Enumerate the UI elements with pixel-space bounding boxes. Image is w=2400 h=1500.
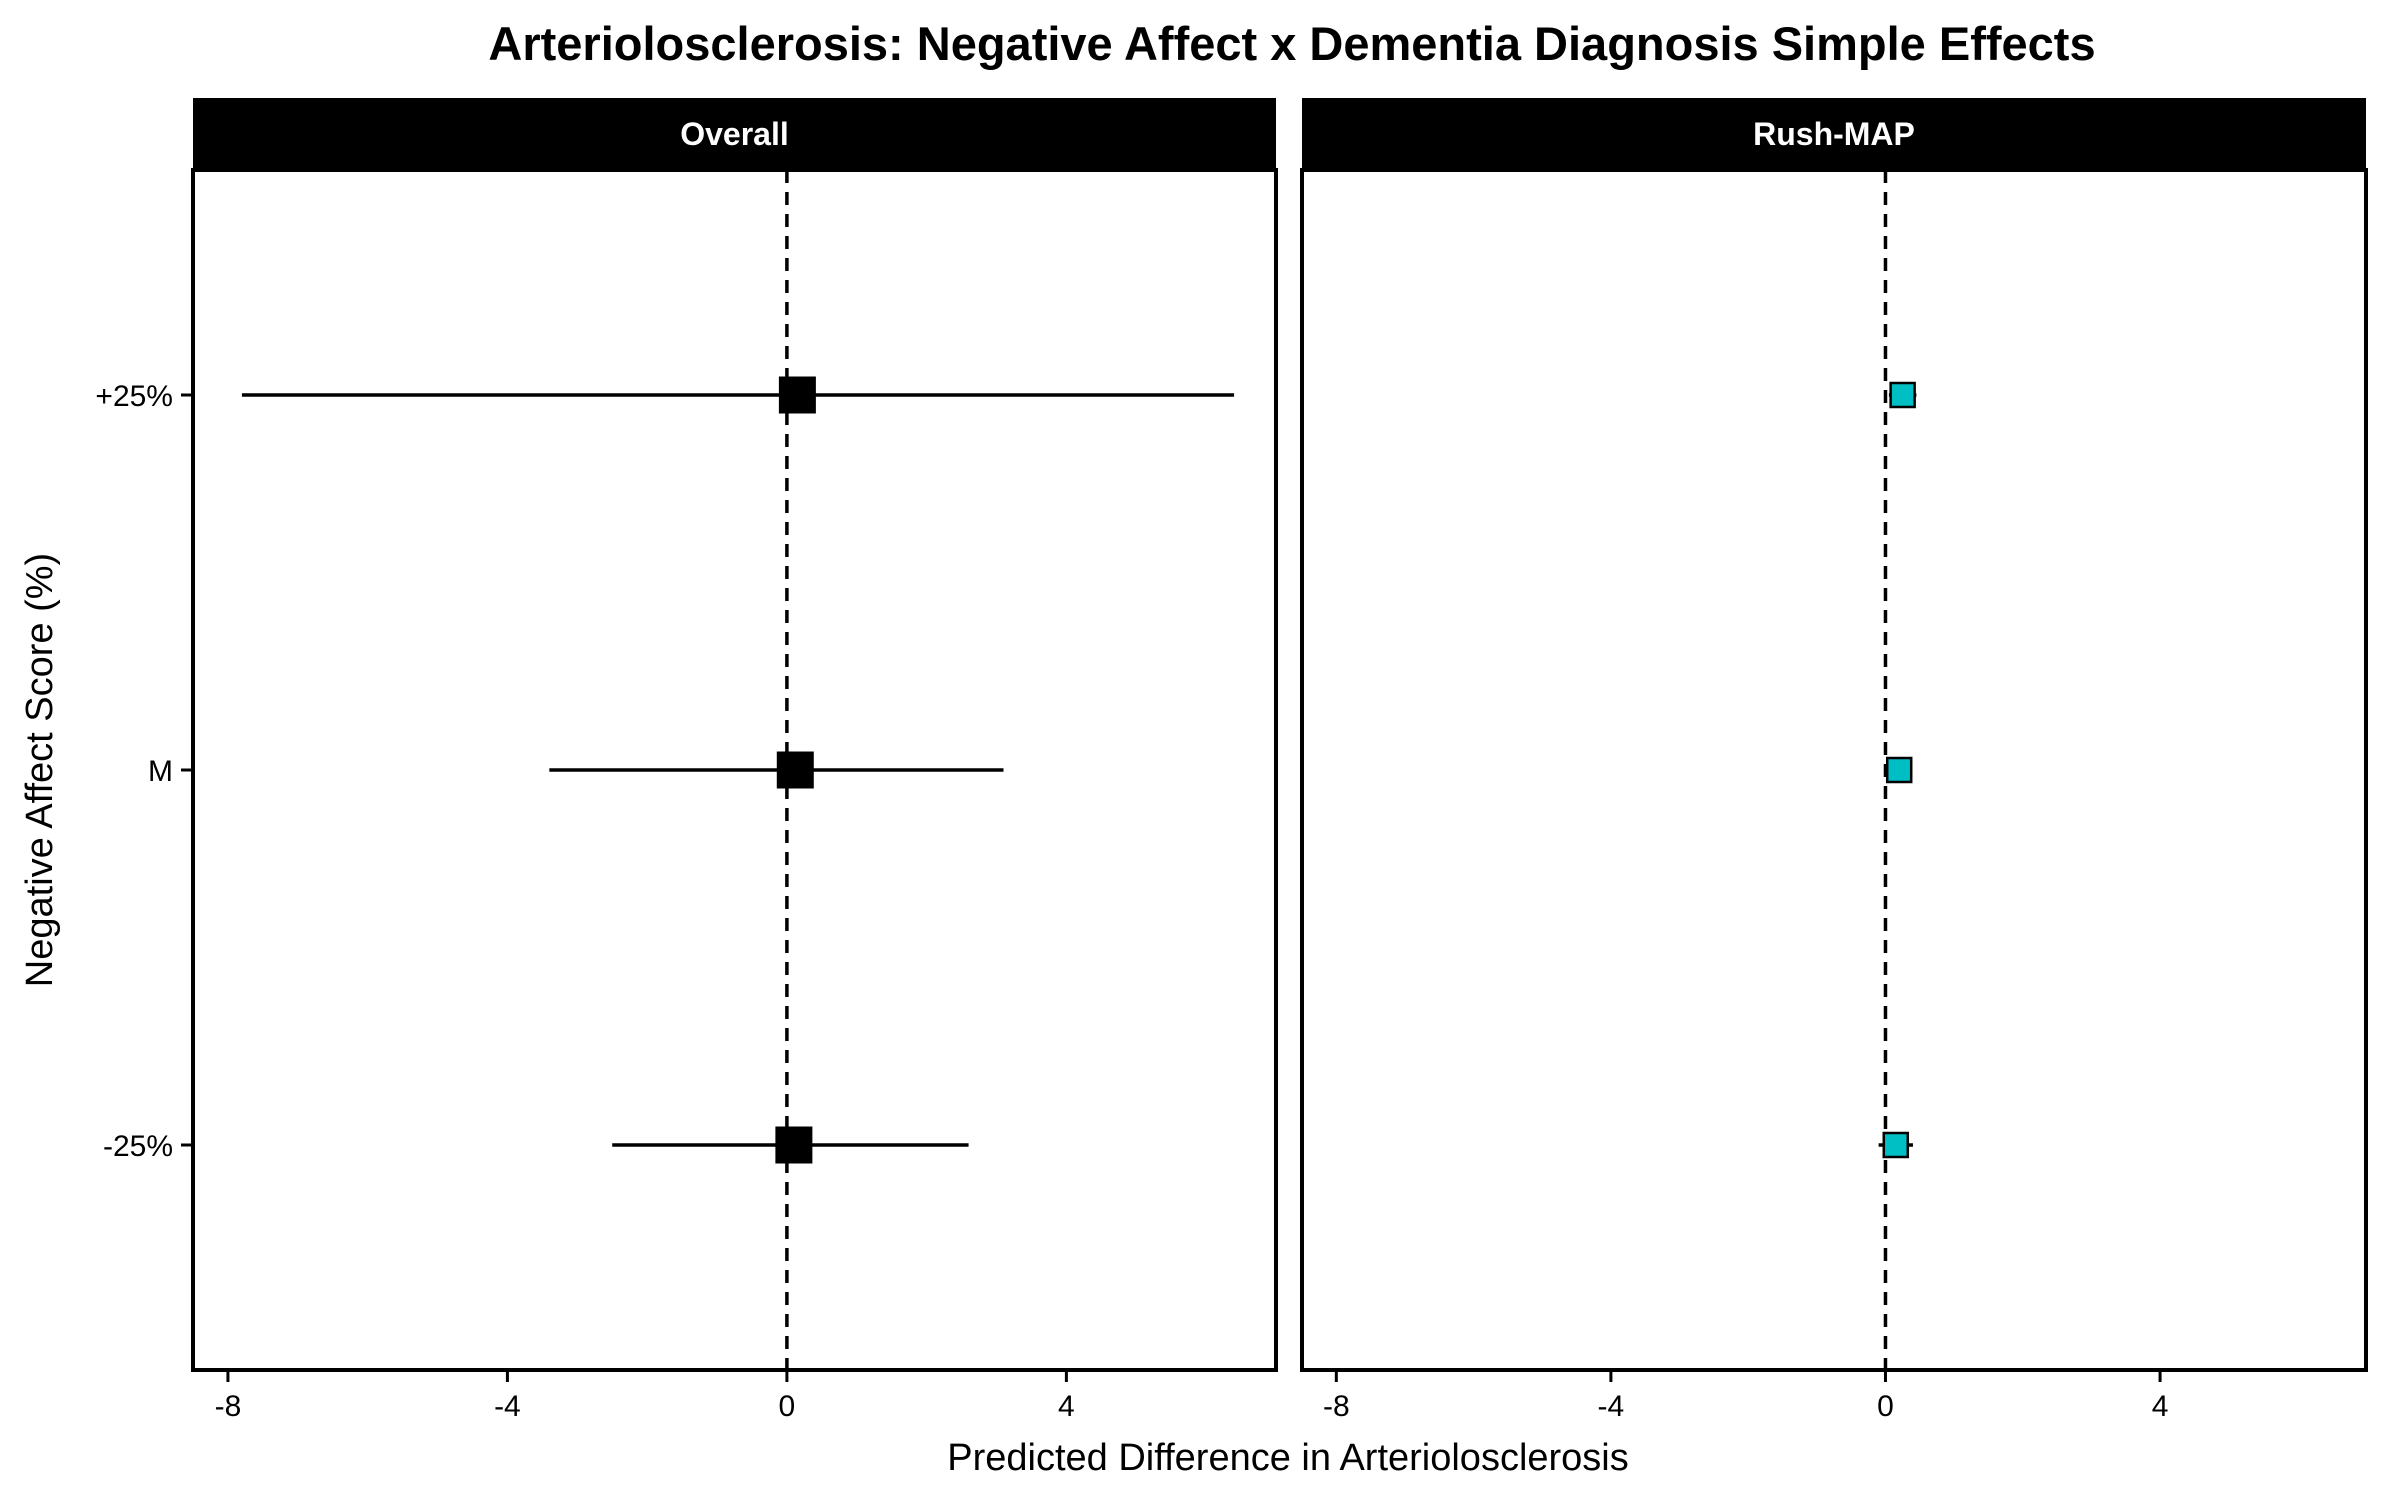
y-tick-label: M [148, 755, 173, 788]
point-marker [1889, 381, 1916, 409]
x-tick-label: 0 [1877, 1390, 1894, 1423]
facet-strip [193, 98, 1276, 170]
x-tick-label: -4 [494, 1390, 521, 1423]
point-marker [778, 376, 816, 414]
point-marker [776, 751, 814, 789]
panel-rush-map: Rush-MAP -8 -4 0 4 [1300, 98, 2368, 1423]
x-tick-label: -8 [1323, 1390, 1350, 1423]
point-marker [1882, 1131, 1910, 1159]
x-tick-label: 4 [2152, 1390, 2169, 1423]
chart-title: Arteriolosclerosis: Negative Affect x De… [488, 17, 2095, 70]
y-axis-title: Negative Affect Score (%) [19, 553, 61, 987]
x-tick-label: 0 [779, 1390, 796, 1423]
x-tick-label: 4 [1058, 1390, 1075, 1423]
y-tick-label: +25% [95, 380, 173, 413]
facet-strip [1302, 98, 2366, 170]
y-tick-label: -25% [103, 1130, 173, 1163]
point-marker [775, 1126, 813, 1164]
panels: Overall -8 -4 0 4 -25% M +25% Rush-MAP -8 -4 0 4 [95, 98, 2368, 1423]
panel-border [1300, 168, 2368, 1372]
panel-overall: Overall -8 -4 0 4 -25% M +25% [95, 98, 1278, 1423]
x-tick-label: -8 [215, 1390, 242, 1423]
x-tick-label: -4 [1598, 1390, 1625, 1423]
x-axis-title: Predicted Difference in Arterioloscleros… [947, 1437, 1629, 1479]
point-marker [1885, 756, 1913, 784]
facet-strip-label: Rush-MAP [1753, 116, 1915, 152]
facet-strip-label: Overall [680, 116, 789, 152]
